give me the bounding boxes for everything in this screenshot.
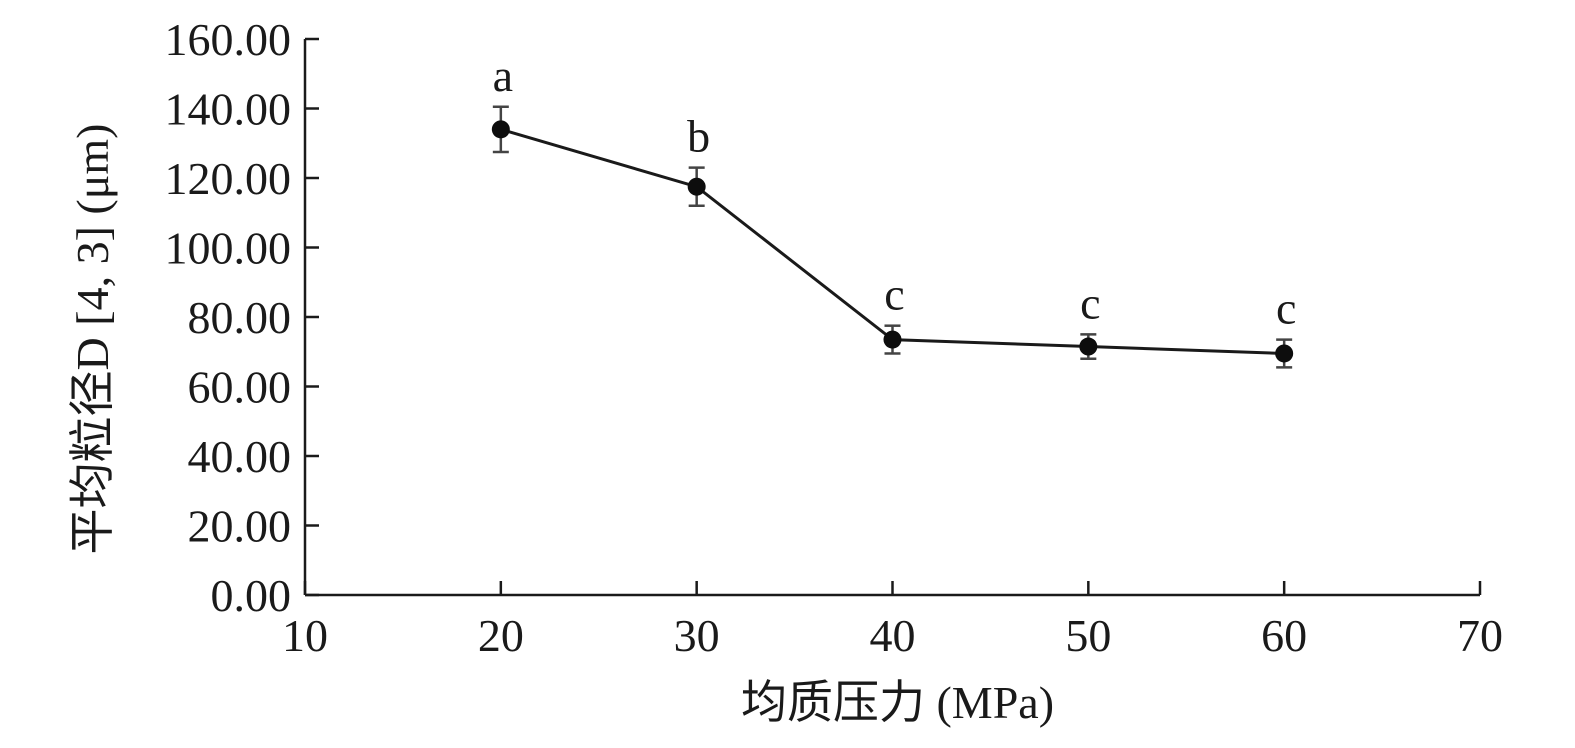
- x-tick-label: 60: [1261, 610, 1307, 661]
- x-tick-label: 20: [478, 610, 524, 661]
- y-tick-label: 60.00: [188, 362, 292, 413]
- y-axis-title: 平均粒径D [4, 3] (μm): [67, 124, 118, 555]
- data-point: [491, 120, 510, 139]
- x-tick-label: 70: [1457, 610, 1503, 661]
- significance-label: b: [687, 111, 710, 162]
- y-tick-label: 40.00: [188, 431, 292, 482]
- y-tick-label: 120.00: [165, 153, 292, 204]
- y-tick-label: 160.00: [165, 14, 292, 65]
- y-tick-label: 80.00: [188, 292, 292, 343]
- data-point: [883, 330, 902, 349]
- x-tick-label: 40: [870, 610, 916, 661]
- y-tick-label: 20.00: [188, 501, 292, 552]
- y-ticks: 0.00 20.00 40.00 60.00 80.00 100.00 120.00 140.…: [165, 14, 319, 621]
- significance-label: c: [1276, 283, 1296, 334]
- series: a b c c c: [491, 50, 1296, 369]
- x-tick-label: 30: [674, 610, 720, 661]
- data-point: [1079, 337, 1098, 356]
- data-point: [1275, 344, 1294, 363]
- series-line: [500, 127, 1285, 355]
- y-tick-label: 100.00: [165, 223, 292, 274]
- significance-label: c: [1080, 277, 1100, 328]
- y-tick-label: 0.00: [211, 570, 292, 621]
- significance-label: a: [493, 50, 513, 101]
- x-ticks: 10 20 30 40 50 60 70: [282, 581, 1503, 661]
- y-tick-label: 140.00: [165, 84, 292, 135]
- x-axis-title: 均质压力 (MPa): [741, 677, 1054, 728]
- x-tick-label: 10: [282, 610, 328, 661]
- x-tick-label: 50: [1065, 610, 1111, 661]
- data-point: [687, 177, 706, 196]
- significance-label: c: [884, 269, 904, 320]
